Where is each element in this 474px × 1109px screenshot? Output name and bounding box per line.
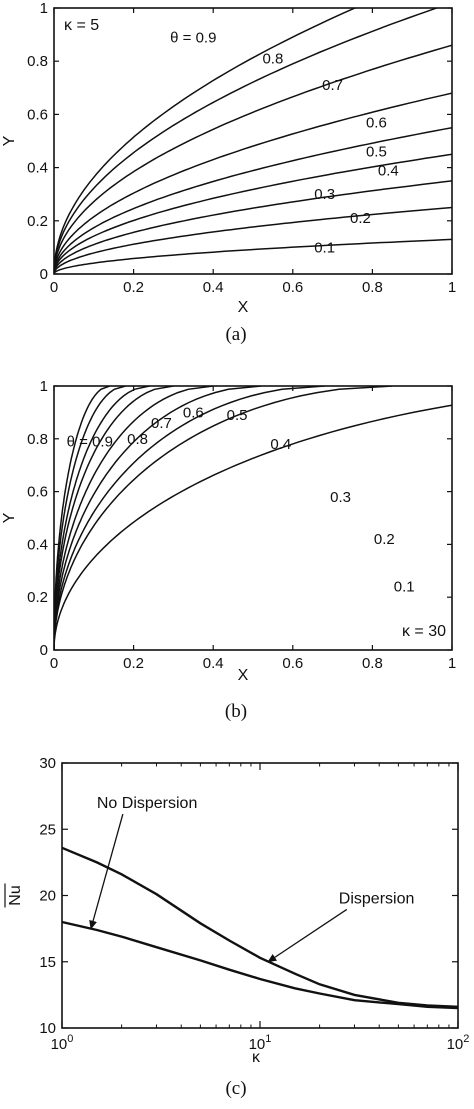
panel-a-contour-line [54, 238, 452, 274]
panel-b-x-axis-label: X [238, 667, 249, 684]
panel-b-x-tick-label: 0 [50, 655, 58, 672]
panel-b-y-tick-label: 0 [40, 642, 48, 659]
panel-c-annotation-arrow [89, 813, 124, 930]
panel-c-y-tick-label: 30 [39, 755, 56, 772]
panel-b-contour-line [54, 386, 150, 650]
panel-c-annotation-text: Dispersion [339, 890, 415, 907]
panel-b-contour-label: 0.2 [374, 531, 395, 548]
panel-a-contour-line [54, 8, 439, 274]
panel-a-contour-label: 0.1 [314, 239, 335, 256]
panel-a-contour-line [54, 153, 452, 274]
panel-c-series-line [61, 920, 459, 1010]
panel-b-y-tick-label: 0.6 [27, 484, 48, 501]
panel-a-contour-line [54, 206, 452, 274]
panel-a-x-tick-label: 0.6 [282, 279, 303, 296]
panel-a-contour-label: 0.3 [314, 186, 335, 203]
panel-c-y-tick-label: 25 [39, 821, 56, 838]
panel-b-contour-label: θ = 0.9 [67, 433, 113, 450]
panel-a-contour-label: 0.5 [366, 144, 387, 161]
panel-b-contour-label: 0.7 [151, 415, 172, 432]
panel-a-contour-line [54, 92, 452, 274]
panel-b-x-tick-label: 1 [448, 655, 456, 672]
panel-c-annotation-arrow [267, 908, 348, 963]
panel-c-x-tick-exponent: 2 [463, 1033, 469, 1045]
panel-a-x-tick-label: 0.4 [203, 279, 224, 296]
panel-a-x-axis-label: X [238, 299, 249, 316]
panel-b-x-tick-label: 0.8 [362, 655, 383, 672]
panel-a-y-tick-label: 0.2 [27, 213, 48, 230]
panel-a-contour-line [54, 126, 452, 274]
panel-b-contour-line [54, 386, 393, 650]
panel-b-contour-line [54, 386, 214, 650]
panel-c-series-line [61, 846, 459, 1008]
panel-c-y-tick-label: 20 [39, 888, 56, 905]
panel-b-x-tick-label: 0.2 [123, 655, 144, 672]
panel-a-contour-label: 0.7 [322, 77, 343, 94]
panel-a-y-tick-label: 0.8 [27, 53, 48, 70]
panel-a-contour-label: θ = 0.9 [170, 29, 216, 46]
panel-a-x-tick-label: 0 [50, 279, 58, 296]
panel-a-contour-label: 0.8 [262, 51, 283, 68]
panel-c-x-tick-exponent: 1 [265, 1033, 271, 1045]
panel-b-x-tick-label: 0.4 [203, 655, 224, 672]
panel-a-contour-line [54, 44, 452, 274]
panel-a-y-axis-label: Y [1, 135, 18, 146]
panel-b-y-tick-label: 0.8 [27, 431, 48, 448]
panel-b-caption: (b) [225, 701, 247, 722]
panel-a-plot-frame [53, 7, 453, 275]
panel-a-y-tick-label: 0.4 [27, 160, 48, 177]
panel-b-y-axis-label: Y [1, 512, 18, 523]
panel-b-contour-line [54, 404, 452, 650]
panel-c-x-tick-label: 102 [447, 1033, 470, 1053]
panel-b-y-tick-label: 0.4 [27, 536, 48, 553]
panel-c-caption: (c) [225, 1078, 246, 1099]
panel-b-contour-label: 0.1 [394, 579, 415, 596]
panel-a-contour-line [54, 180, 452, 274]
panel-c-x-tick-label: 100 [51, 1033, 74, 1053]
panel-a-y-tick-label: 0.6 [27, 106, 48, 123]
panel-c-y-tick-label: 10 [39, 1020, 56, 1037]
panel-a-kappa-annotation: κ = 5 [64, 17, 99, 34]
panel-b-y-tick-label: 1 [40, 378, 48, 395]
panel-b-contour-label: 0.3 [330, 489, 351, 506]
panel-a-contour-label: 0.4 [378, 162, 399, 179]
panel-c-y-axis-label: Nu [7, 885, 24, 905]
panel-a-y-tick-label: 1 [40, 0, 48, 17]
panel-b-contour-line [54, 386, 325, 650]
panel-a-x-tick-label: 0.2 [123, 279, 144, 296]
panel-b-kappa-annotation: κ = 30 [402, 623, 446, 640]
panel-c-annotation-text: No Dispersion [97, 795, 197, 812]
panel-b-plot-frame [53, 385, 453, 651]
panel-a-x-tick-label: 0.8 [362, 279, 383, 296]
panel-a-contour-plot: 0 0.2 0.4 0.6 0.8 1 0 0.2 0.4 0.6 0.8 1 X Yκ = 5 θ = 0… [1, 0, 456, 316]
panel-c-x-tick-exponent: 0 [67, 1033, 73, 1045]
panel-b-x-tick-label: 0.6 [282, 655, 303, 672]
panel-a-contour-label: 0.2 [350, 210, 371, 227]
panel-a-y-tick-label: 0 [40, 266, 48, 283]
panel-b-contour-line [54, 386, 262, 650]
panel-a-contour-line [54, 8, 357, 274]
panel-a-caption: (a) [225, 324, 246, 345]
panel-a-x-tick-label: 1 [448, 279, 456, 296]
panel-c-x-axis-label: κ [252, 1049, 261, 1066]
panel-b-contour-plot: 0 0.2 0.4 0.6 0.8 1 0 0.2 0.4 0.6 0.8 1 X Yκ = 30 θ = … [1, 378, 456, 684]
panel-b-y-tick-label: 0.2 [27, 589, 48, 606]
panel-a-contour-label: 0.6 [366, 114, 387, 131]
panel-c-y-tick-label: 15 [39, 954, 56, 971]
panel-b-contour-label: 0.4 [270, 436, 291, 453]
